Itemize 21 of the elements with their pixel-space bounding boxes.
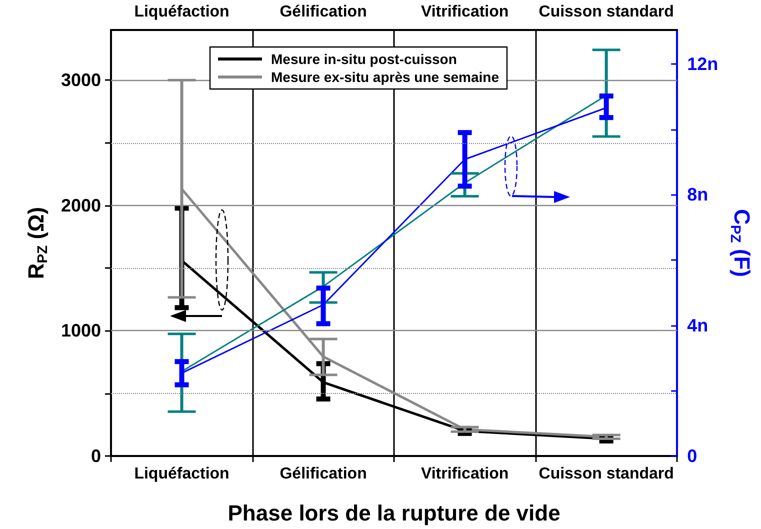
x-tick-label: Liquéfaction — [134, 4, 230, 20]
category-label: Cuisson standard — [538, 466, 674, 482]
category-label: Liquéfaction — [134, 466, 230, 482]
y-tick-label: 0 — [90, 446, 101, 466]
x-tick-label: Cuisson standard — [538, 4, 674, 20]
y-axis-title: RPZ (Ω) — [24, 206, 50, 280]
x-tick-label: Vitrification — [420, 4, 509, 20]
legend-label: Mesure ex-situ après une semaine — [271, 69, 500, 85]
x-tick-label: Gélification — [280, 4, 367, 20]
y2-axis-title: CPZ (F) — [728, 209, 754, 277]
y-tick-label: 1000 — [60, 320, 101, 341]
legend-label: Mesure in-situ post-cuisson — [271, 51, 457, 67]
y2-tick-label: 12n — [687, 54, 718, 74]
category-label: Gélification — [280, 466, 367, 482]
y-tick-label: 2000 — [60, 195, 101, 216]
category-label: Vitrification — [420, 466, 509, 482]
y2-tick-label: 4n — [687, 315, 708, 336]
x-axis-title: Phase lors de la rupture de vide — [228, 500, 560, 526]
y2-tick-label: 0 — [687, 446, 698, 466]
y-tick-label: 3000 — [60, 70, 101, 90]
y2-tick-label: 8n — [687, 184, 708, 205]
